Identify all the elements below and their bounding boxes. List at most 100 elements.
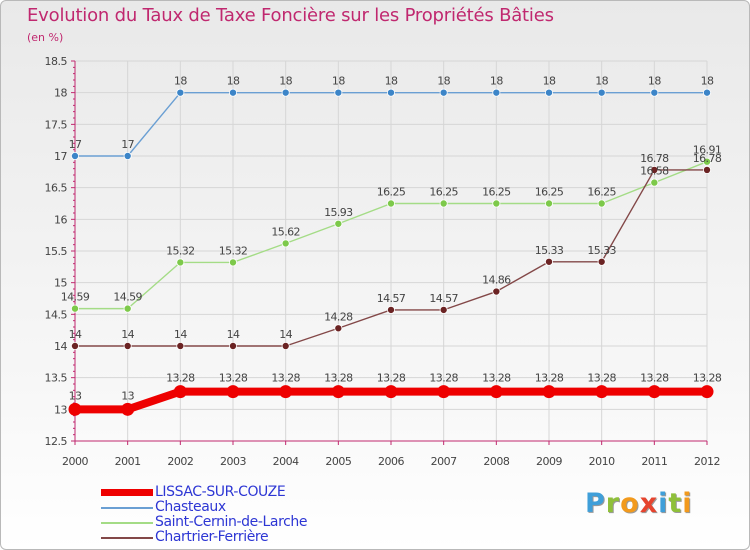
y-tick-label: 16	[54, 213, 67, 226]
x-tick-label: 2006	[378, 455, 404, 468]
data-point	[492, 88, 501, 97]
data-label: 16.25	[535, 186, 564, 199]
legend-label: LISSAC-SUR-COUZE	[155, 484, 286, 500]
data-point	[597, 257, 606, 266]
data-label: 16.58	[640, 165, 669, 178]
x-tick-label: 2004	[273, 455, 299, 468]
data-point	[700, 385, 714, 399]
data-point	[281, 239, 290, 248]
x-tick-label: 2008	[483, 455, 509, 468]
data-point	[597, 88, 606, 97]
data-label: 16.25	[429, 186, 458, 199]
data-point	[68, 402, 82, 416]
data-point	[439, 199, 448, 208]
data-label: 18	[648, 75, 661, 88]
y-tick-label: 16.5	[45, 182, 68, 195]
data-point	[121, 402, 135, 416]
data-label: 14.57	[429, 292, 458, 305]
legend-label: Chartrier-Ferrière	[155, 529, 269, 545]
data-label: 15.33	[535, 244, 564, 257]
data-point	[334, 219, 343, 228]
data-point	[123, 304, 132, 313]
data-point	[334, 88, 343, 97]
data-point	[542, 385, 556, 399]
data-point	[331, 385, 345, 399]
y-tick-label: 14.5	[45, 308, 68, 321]
data-point	[123, 151, 132, 160]
data-label: 13.28	[640, 372, 669, 385]
data-label: 18	[279, 75, 292, 88]
data-label: 17	[69, 138, 82, 151]
data-label: 14.59	[61, 291, 90, 304]
chart-legend: LISSAC-SUR-COUZE Chasteaux Saint-Cernin-de…	[101, 485, 308, 545]
y-tick-label: 18	[54, 87, 67, 100]
data-label: 15.62	[271, 225, 300, 238]
legend-label: Chasteaux	[155, 499, 226, 515]
data-label: 16.25	[377, 186, 406, 199]
data-point	[71, 304, 80, 313]
data-point	[228, 88, 237, 97]
legend-swatch	[101, 489, 153, 496]
data-point	[439, 305, 448, 314]
data-point	[176, 258, 185, 267]
chart-title: Evolution du Taux de Taxe Foncière sur l…	[27, 5, 554, 26]
logo-letter: o	[620, 488, 640, 519]
legend-swatch	[101, 506, 153, 509]
y-tick-label: 13.5	[45, 372, 68, 385]
y-tick-label: 18.5	[45, 55, 68, 68]
data-point	[386, 305, 395, 314]
data-label: 13.28	[429, 372, 458, 385]
y-tick-label: 15.5	[45, 245, 68, 258]
data-point	[334, 324, 343, 333]
data-point	[545, 88, 554, 97]
data-label: 18	[437, 75, 450, 88]
x-tick-label: 2002	[167, 455, 193, 468]
x-tick-label: 2007	[431, 455, 457, 468]
y-tick-label: 17.5	[45, 118, 68, 131]
data-label: 14.28	[324, 310, 353, 323]
data-point	[545, 257, 554, 266]
data-point	[228, 258, 237, 267]
data-label: 18	[543, 75, 556, 88]
x-tick-label: 2005	[325, 455, 351, 468]
proxiti-logo: Proxiti	[585, 488, 693, 519]
legend-swatch	[101, 521, 153, 524]
data-point	[647, 385, 661, 399]
data-point	[384, 385, 398, 399]
data-point	[545, 199, 554, 208]
legend-item: Saint-Cernin-de-Larche	[101, 515, 308, 530]
data-label: 18	[174, 75, 187, 88]
data-point	[492, 287, 501, 296]
data-label: 13.28	[535, 372, 564, 385]
data-label: 18	[595, 75, 608, 88]
data-label: 13.28	[693, 372, 722, 385]
data-label: 13	[121, 389, 134, 402]
legend-item: Chasteaux	[101, 500, 307, 515]
data-label: 18	[332, 75, 345, 88]
data-label: 14.59	[113, 291, 142, 304]
legend-item: Chartrier-Ferrière	[101, 530, 307, 545]
data-label: 16.25	[482, 186, 511, 199]
data-point	[176, 88, 185, 97]
legend-item: LISSAC-SUR-COUZE	[101, 485, 307, 500]
y-tick-label: 15	[54, 277, 67, 290]
data-label: 13.28	[482, 372, 511, 385]
data-point	[650, 88, 659, 97]
data-point	[492, 199, 501, 208]
data-label: 14	[227, 328, 240, 341]
x-tick-label: 2011	[641, 455, 667, 468]
y-tick-label: 12.5	[45, 435, 68, 448]
y-unit-label: (en %)	[27, 31, 64, 44]
data-label: 13.28	[219, 372, 248, 385]
data-point	[386, 88, 395, 97]
data-point	[703, 157, 712, 166]
data-point	[123, 341, 132, 350]
data-label: 13.28	[324, 372, 353, 385]
data-point	[71, 341, 80, 350]
logo-letter: x	[639, 488, 659, 519]
x-tick-label: 2001	[115, 455, 141, 468]
logo-letter: P	[585, 488, 606, 519]
x-tick-label: 2000	[62, 455, 88, 468]
